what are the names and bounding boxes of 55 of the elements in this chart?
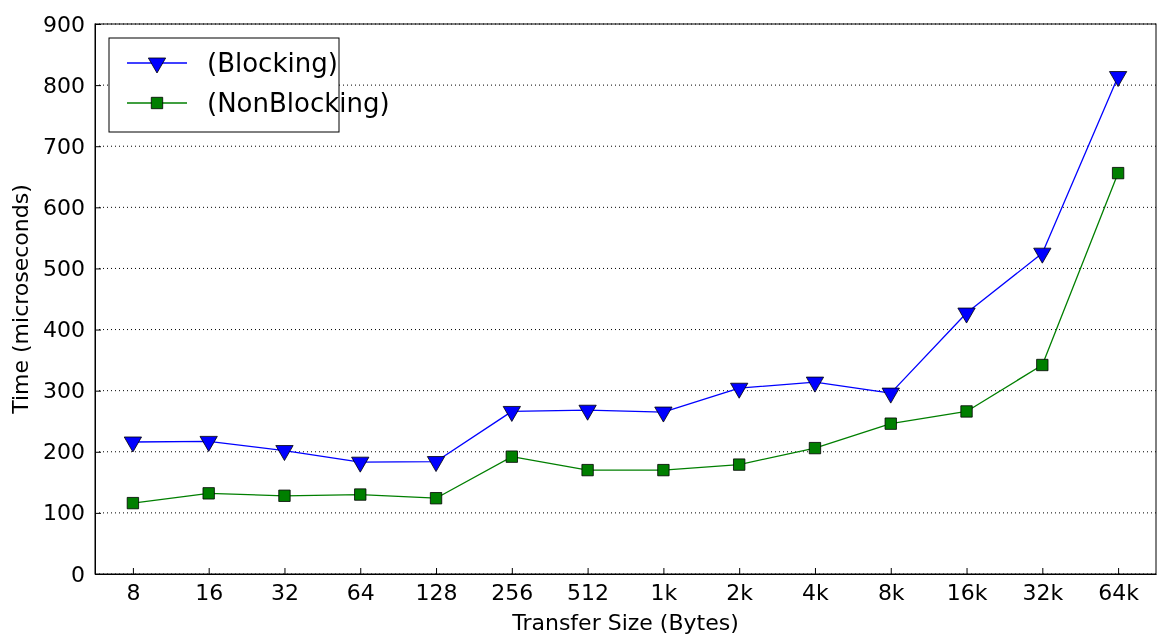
x-tick-label: 64k: [1098, 579, 1140, 605]
x-tick-label: 512: [567, 579, 610, 605]
x-tick-label: 64: [346, 579, 375, 605]
y-tick-label: 700: [43, 133, 85, 159]
y-tick-label: 300: [43, 378, 85, 404]
x-tick-label: 16k: [946, 579, 988, 605]
point: [202, 487, 215, 500]
point: [126, 497, 139, 510]
point: [354, 488, 367, 501]
point: [808, 442, 822, 455]
x-tick-label: 1k: [650, 579, 678, 605]
point: [502, 406, 521, 422]
y-tick-label: 0: [71, 561, 85, 587]
point: [351, 456, 370, 473]
y-axis-title: Time (microseconds): [8, 184, 33, 415]
y-tick-label: 800: [43, 72, 85, 98]
point: [1109, 71, 1128, 87]
point: [884, 417, 897, 430]
point: [733, 458, 746, 471]
y-tick-label: 600: [43, 194, 85, 220]
point: [805, 376, 825, 393]
x-axis-title: Transfer Size (Bytes): [511, 610, 739, 635]
point: [429, 492, 443, 505]
point: [1033, 247, 1052, 264]
point: [275, 445, 294, 461]
x-tick-label: 32k: [1022, 579, 1064, 605]
y-tick-label: 200: [43, 439, 85, 465]
legend-label: (Blocking): [207, 48, 338, 79]
point: [957, 307, 976, 324]
y-tick-label: 100: [43, 500, 85, 526]
x-tick-label: 16: [195, 579, 224, 605]
x-tick-label: 8: [126, 579, 141, 605]
legend-label: (NonBlocking): [207, 88, 390, 119]
x-tick-label: 32: [270, 579, 299, 605]
point: [278, 489, 291, 502]
point: [657, 464, 670, 477]
point: [730, 382, 749, 399]
point: [960, 405, 973, 418]
x-tick-label: 8k: [877, 579, 905, 605]
point: [199, 435, 218, 452]
point: [426, 456, 446, 472]
x-tick-label: 4k: [802, 579, 830, 605]
point: [505, 450, 518, 463]
point: [123, 436, 142, 453]
point: [578, 404, 597, 421]
point: [581, 464, 594, 477]
point: [654, 406, 673, 423]
x-tick-label: 128: [415, 579, 458, 605]
y-tick-label: 400: [43, 317, 85, 343]
x-tick-label: 2k: [726, 579, 754, 605]
x-tick-label: 256: [491, 579, 534, 605]
point: [881, 387, 900, 404]
y-tick-label: 500: [43, 255, 85, 281]
point: [1036, 358, 1049, 372]
y-tick-label: 900: [43, 11, 85, 37]
